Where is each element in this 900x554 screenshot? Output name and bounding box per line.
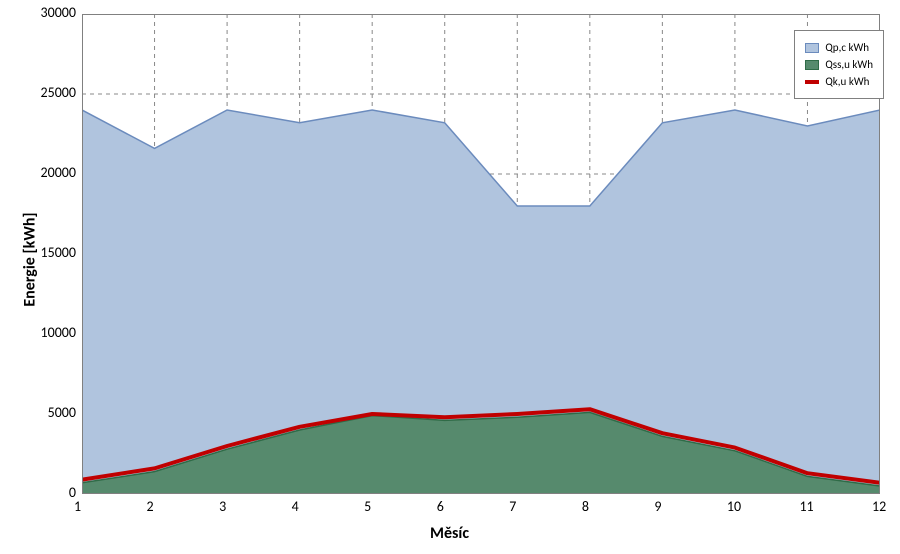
- y-tick-label: 10000: [41, 324, 76, 341]
- y-tick-label: 20000: [41, 164, 76, 181]
- x-tick-label: 5: [364, 498, 371, 515]
- legend-item: Qk,u kWh: [805, 75, 873, 88]
- legend-label: Qss,u kWh: [825, 58, 873, 71]
- y-tick-label: 15000: [41, 244, 76, 261]
- x-axis-label: Měsíc: [430, 524, 469, 543]
- y-tick-label: 5000: [48, 404, 76, 421]
- y-tick-label: 30000: [41, 4, 76, 21]
- x-tick-label: 7: [509, 498, 516, 515]
- x-tick-label: 9: [654, 498, 661, 515]
- plot-area-svg: [82, 14, 880, 494]
- legend-swatch: [805, 60, 819, 70]
- legend-label: Qk,u kWh: [825, 75, 869, 88]
- legend-item: Qp,c kWh: [805, 41, 873, 54]
- legend: Qp,c kWh Qss,u kWh Qk,u kWh: [794, 30, 884, 99]
- x-tick-label: 12: [872, 498, 886, 515]
- x-tick-label: 3: [219, 498, 226, 515]
- x-tick-label: 10: [727, 498, 741, 515]
- x-tick-label: 1: [74, 498, 81, 515]
- x-tick-label: 8: [582, 498, 589, 515]
- x-tick-label: 2: [147, 498, 154, 515]
- y-axis-label: Energie [kWh]: [21, 200, 40, 320]
- x-tick-label: 11: [799, 498, 813, 515]
- y-tick-label: 25000: [41, 84, 76, 101]
- x-tick-label: 6: [437, 498, 444, 515]
- chart-container: Energie [kWh] Měsíc 05000100001500020000…: [0, 0, 900, 554]
- legend-swatch: [805, 80, 819, 84]
- x-tick-label: 4: [292, 498, 299, 515]
- legend-item: Qss,u kWh: [805, 58, 873, 71]
- legend-label: Qp,c kWh: [825, 41, 869, 54]
- legend-swatch: [805, 43, 819, 53]
